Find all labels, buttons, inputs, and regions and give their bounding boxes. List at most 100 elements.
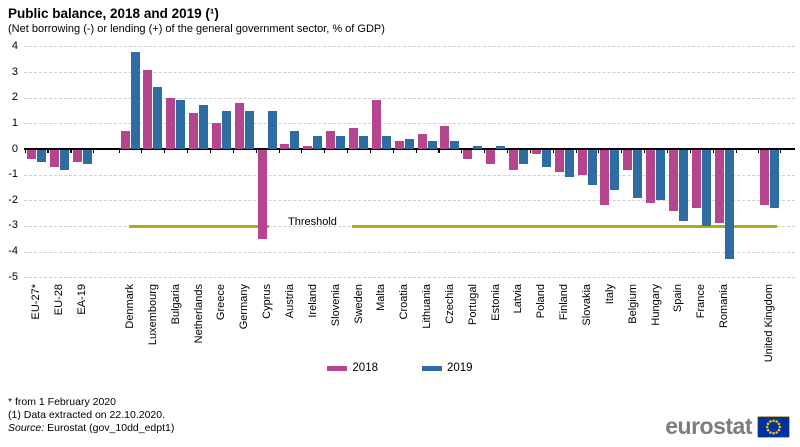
axis-tick bbox=[780, 149, 781, 153]
x-label-Malta: Malta bbox=[375, 284, 388, 311]
x-label-EU-27*: EU-27* bbox=[30, 284, 42, 320]
x-label-Romania: Romania bbox=[718, 284, 731, 329]
y-tick-label: 2 bbox=[11, 91, 18, 104]
threshold-label: Threshold bbox=[288, 216, 337, 228]
axis-tick bbox=[507, 149, 508, 153]
gridline--5 bbox=[24, 277, 795, 279]
x-label-Ireland: Ireland bbox=[306, 284, 319, 318]
axis-tick bbox=[667, 149, 668, 153]
axis-tick bbox=[598, 149, 599, 153]
axis-tick bbox=[210, 149, 211, 153]
bar-2018-Croatia bbox=[394, 141, 404, 149]
bar-2018-Ireland bbox=[303, 146, 313, 149]
bar-2019-EA-19 bbox=[82, 150, 92, 165]
axis-tick bbox=[324, 149, 325, 153]
x-label-United Kingdom: United Kingdom bbox=[763, 284, 775, 363]
bar-2019-Belgium bbox=[633, 150, 643, 198]
bar-2018-EU-28 bbox=[49, 150, 59, 167]
gridline--2 bbox=[24, 200, 795, 202]
axis-tick bbox=[187, 149, 188, 153]
axis-tick bbox=[301, 149, 302, 153]
axis-tick bbox=[713, 149, 714, 153]
axis-tick bbox=[164, 149, 165, 153]
bar-2018-Czechia bbox=[440, 125, 450, 149]
x-label-EU-28: EU-28 bbox=[53, 284, 65, 316]
bar-2018-France bbox=[691, 150, 701, 208]
legend-swatch-2019 bbox=[422, 365, 442, 371]
bar-2019-Luxembourg bbox=[153, 87, 163, 149]
legend: 2018 2019 bbox=[0, 362, 800, 374]
gridline-2 bbox=[24, 97, 795, 99]
y-tick-label: 3 bbox=[11, 65, 18, 78]
bar-2019-Netherlands bbox=[199, 105, 209, 149]
gridline--1 bbox=[24, 174, 795, 176]
axis-tick bbox=[393, 149, 394, 153]
axis-tick bbox=[758, 149, 759, 153]
chart-title: Public balance, 2018 and 2019 (¹) bbox=[8, 6, 219, 21]
x-label-Denmark: Denmark bbox=[124, 284, 136, 329]
bar-2018-EA-19 bbox=[72, 150, 82, 162]
bar-2018-Italy bbox=[600, 150, 610, 206]
bar-2019-Malta bbox=[381, 136, 391, 149]
x-label-Spain: Spain bbox=[672, 284, 685, 313]
bar-2019-Poland bbox=[541, 150, 551, 167]
threshold-line-right bbox=[352, 224, 777, 228]
bar-2018-EU-27* bbox=[26, 150, 36, 160]
legend-swatch-2018 bbox=[327, 365, 348, 371]
bar-2019-Bulgaria bbox=[176, 100, 186, 149]
axis-tick bbox=[71, 149, 72, 153]
x-label-Poland: Poland bbox=[535, 284, 548, 319]
axis-tick bbox=[439, 149, 440, 153]
source-prefix: Source: bbox=[8, 422, 45, 434]
bar-2019-EU-27* bbox=[36, 150, 46, 162]
bar-2018-Bulgaria bbox=[166, 97, 176, 149]
footnotes: * from 1 February 2020 (1) Data extracte… bbox=[8, 396, 174, 435]
bar-2019-Spain bbox=[678, 150, 688, 221]
x-label-Belgium: Belgium bbox=[626, 284, 639, 324]
gridline--4 bbox=[24, 251, 795, 253]
bar-2018-Denmark bbox=[120, 131, 130, 149]
x-label-Italy: Italy bbox=[603, 284, 616, 305]
bar-2019-United Kingdom bbox=[769, 150, 779, 208]
bar-2019-Slovakia bbox=[587, 150, 597, 185]
gridline-1 bbox=[24, 123, 795, 125]
x-label-Bulgaria: Bulgaria bbox=[169, 284, 182, 325]
x-label-Slovenia: Slovenia bbox=[329, 284, 342, 327]
bar-2018-Netherlands bbox=[189, 113, 199, 149]
x-label-Portugal: Portugal bbox=[466, 284, 479, 325]
axis-tick bbox=[119, 149, 120, 153]
bar-2019-Slovenia bbox=[336, 136, 346, 149]
bar-2018-Austria bbox=[280, 143, 290, 149]
bar-2019-Romania bbox=[724, 150, 734, 260]
x-label-Latvia: Latvia bbox=[512, 284, 525, 314]
bar-2018-Luxembourg bbox=[143, 69, 153, 149]
axis-tick bbox=[70, 149, 71, 153]
zero-axis bbox=[24, 148, 795, 150]
bar-2019-Greece bbox=[221, 110, 231, 149]
axis-tick bbox=[644, 149, 645, 153]
bar-2018-Germany bbox=[234, 102, 244, 149]
y-tick-label: -2 bbox=[8, 193, 18, 206]
y-tick-label: -1 bbox=[8, 168, 18, 181]
axis-tick bbox=[576, 149, 577, 153]
source-line: Source: Eurostat (gov_10dd_edpt1) bbox=[8, 422, 174, 435]
axis-tick bbox=[416, 149, 417, 153]
bar-2019-Estonia bbox=[496, 146, 506, 149]
axis-tick bbox=[553, 149, 554, 153]
x-label-Hungary: Hungary bbox=[649, 284, 662, 326]
threshold-line-left bbox=[129, 224, 269, 228]
bar-2019-Ireland bbox=[313, 136, 323, 149]
axis-tick bbox=[48, 149, 49, 153]
bar-2018-United Kingdom bbox=[759, 150, 769, 206]
x-label-Slovakia: Slovakia bbox=[581, 284, 593, 326]
y-tick-label: -4 bbox=[8, 245, 18, 258]
y-tick-label: 1 bbox=[11, 116, 18, 129]
x-label-Germany: Germany bbox=[238, 284, 251, 330]
eurostat-wordmark: eurostat bbox=[665, 413, 752, 439]
x-label-Greece: Greece bbox=[215, 284, 228, 321]
bar-2019-Latvia bbox=[518, 150, 528, 165]
bar-2018-Belgium bbox=[623, 150, 633, 170]
bar-2018-Slovenia bbox=[326, 131, 336, 149]
bar-2019-Denmark bbox=[130, 51, 140, 149]
